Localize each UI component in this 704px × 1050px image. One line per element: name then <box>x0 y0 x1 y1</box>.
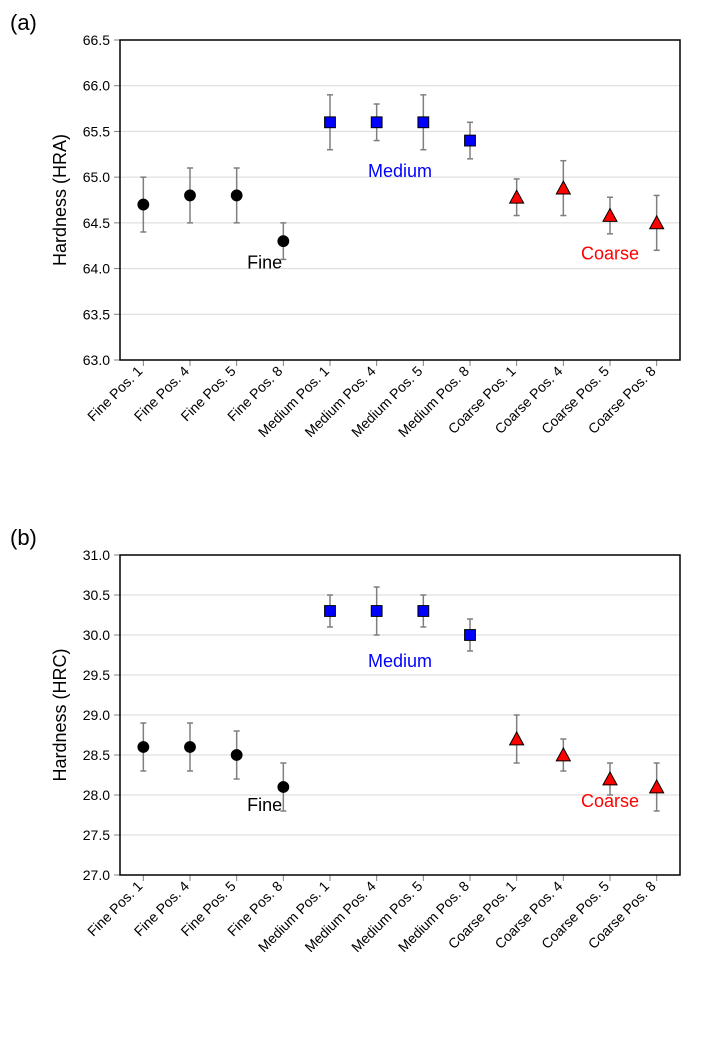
data-point <box>278 236 289 247</box>
data-point <box>325 117 336 128</box>
y-axis-label: Hardness (HRC) <box>50 648 70 781</box>
data-point <box>278 782 289 793</box>
data-point <box>556 748 570 761</box>
data-point <box>325 606 336 617</box>
y-axis-label: Hardness (HRA) <box>50 134 70 266</box>
panel-b-label: (b) <box>10 525 37 551</box>
y-tick-label: 29.0 <box>83 707 110 723</box>
data-point <box>603 772 617 785</box>
y-tick-label: 31.0 <box>83 547 110 563</box>
group-label: Fine <box>247 795 282 815</box>
group-label: Coarse <box>581 243 639 263</box>
y-tick-label: 28.0 <box>83 787 110 803</box>
y-tick-label: 64.0 <box>83 261 110 277</box>
y-tick-label: 29.5 <box>83 667 110 683</box>
page: (a) 63.0 63.5 64.0 64.5 65.0 65.5 66.0 66.5 Fine… <box>0 0 704 1050</box>
y-tick-label: 28.5 <box>83 747 110 763</box>
chart-a: 63.063.564.064.565.065.566.066.5Fine Pos… <box>50 20 690 520</box>
y-tick-label: 66.5 <box>83 32 110 48</box>
y-tick-label: 65.0 <box>83 169 110 185</box>
data-point <box>231 750 242 761</box>
y-tick-label: 66.0 <box>83 78 110 94</box>
data-point <box>510 190 524 203</box>
data-point <box>185 742 196 753</box>
chart-b: 27.0 27.5 28.0 28.5 29.0 29.5 30.0 30.5 31.0 Fine… <box>50 535 690 1035</box>
data-point <box>603 209 617 222</box>
data-point <box>650 216 664 229</box>
data-point <box>371 606 382 617</box>
group-label: Fine <box>247 253 282 273</box>
data-point <box>231 190 242 201</box>
data-point <box>556 181 570 194</box>
y-tick-label: 27.5 <box>83 827 110 843</box>
y-tick-label: 30.5 <box>83 587 110 603</box>
data-point <box>185 190 196 201</box>
group-label: Coarse <box>581 791 639 811</box>
data-point <box>650 780 664 793</box>
data-point <box>465 630 476 641</box>
data-point <box>418 606 429 617</box>
data-point <box>371 117 382 128</box>
y-tick-label: 30.0 <box>83 627 110 643</box>
y-tick-label: 63.0 <box>83 352 110 368</box>
y-tick-label: 27.0 <box>83 867 110 883</box>
data-point <box>510 732 524 745</box>
y-tick-label: 65.5 <box>83 123 110 139</box>
group-label: Medium <box>368 651 432 671</box>
y-tick-label: 63.5 <box>83 306 110 322</box>
y-tick-label: 64.5 <box>83 215 110 231</box>
data-point <box>465 135 476 146</box>
data-point <box>138 742 149 753</box>
panel-a-label: (a) <box>10 10 37 36</box>
group-label: Medium <box>368 161 432 181</box>
data-point <box>138 199 149 210</box>
data-point <box>418 117 429 128</box>
